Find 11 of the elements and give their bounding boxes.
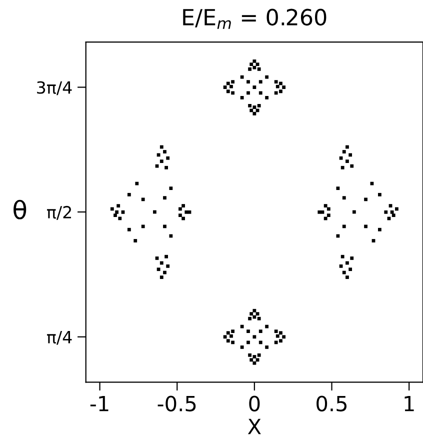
y-tick-label: π/4 <box>47 331 72 345</box>
y-axis-title: θ <box>14 200 26 220</box>
x-tick-label: 1 <box>404 396 414 412</box>
y-tick-label: π/2 <box>47 206 72 220</box>
x-axis-title: X <box>248 418 261 434</box>
x-tick-label: 0.5 <box>316 396 347 412</box>
chart-title: E/E$_{m}$ = 0.260 <box>183 8 326 29</box>
x-tick-label: 0 <box>249 396 260 412</box>
y-tick-label: 3π/4 <box>37 81 72 96</box>
x-tick-label: -0.5 <box>158 396 196 412</box>
x-tick-label: -1 <box>90 396 108 412</box>
